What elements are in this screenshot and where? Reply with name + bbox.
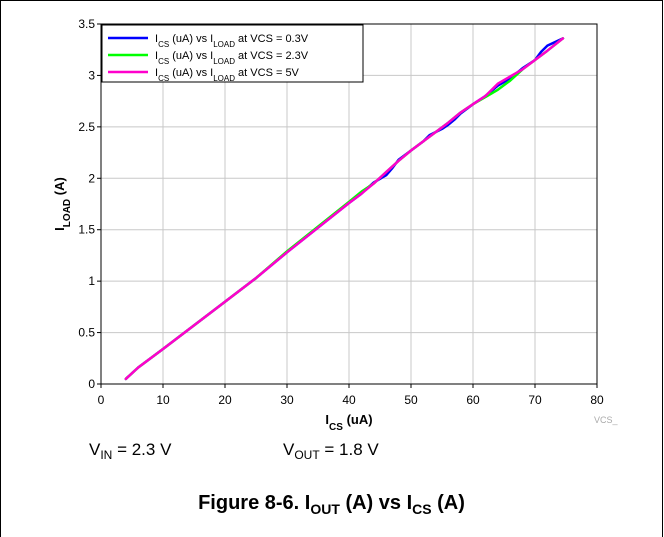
x-axis-title: ICS (uA) bbox=[325, 412, 372, 430]
x-tick-label: 0 bbox=[98, 393, 105, 407]
y-tick-label: 3.5 bbox=[78, 17, 95, 31]
chart-watermark: VCS_ bbox=[594, 415, 619, 425]
y-tick-label: 1 bbox=[88, 274, 95, 288]
x-tick-label: 30 bbox=[280, 393, 294, 407]
x-tick-label: 20 bbox=[218, 393, 232, 407]
figure-caption: Figure 8-6. IOUT (A) vs ICS (A) bbox=[198, 492, 465, 517]
legend-label-1: ICS (uA) vs ILOAD at VCS = 0.3V bbox=[155, 33, 309, 49]
x-tick-label: 70 bbox=[528, 393, 542, 407]
legend-label-2: ICS (uA) vs ILOAD at VCS = 2.3V bbox=[155, 50, 309, 66]
y-tick-label: 2.5 bbox=[78, 120, 95, 134]
x-tick-label: 40 bbox=[342, 393, 356, 407]
y-tick-label: 0.5 bbox=[78, 326, 95, 340]
y-axis-title: ILOAD (A) bbox=[52, 177, 73, 231]
chart: 0 10 20 30 40 50 60 70 80 0 0.5 1 1.5 2 2.5 3 3.5 ICS (uA… bbox=[52, 17, 619, 430]
y-tick-label: 3 bbox=[88, 68, 95, 82]
x-tick-label: 80 bbox=[590, 393, 604, 407]
vin-condition: VIN = 2.3 V bbox=[89, 440, 172, 462]
y-tick-label: 2 bbox=[88, 171, 95, 185]
y-tick-label: 0 bbox=[88, 377, 95, 391]
x-tick-label: 60 bbox=[466, 393, 480, 407]
series-line-3 bbox=[124, 37, 565, 381]
x-tick-label: 10 bbox=[156, 393, 170, 407]
vout-condition: VOUT = 1.8 V bbox=[283, 440, 379, 462]
legend-label-3: ICS (uA) vs ILOAD at VCS = 5V bbox=[155, 67, 300, 83]
y-tick-label: 1.5 bbox=[78, 223, 95, 237]
x-tick-label: 50 bbox=[404, 393, 418, 407]
